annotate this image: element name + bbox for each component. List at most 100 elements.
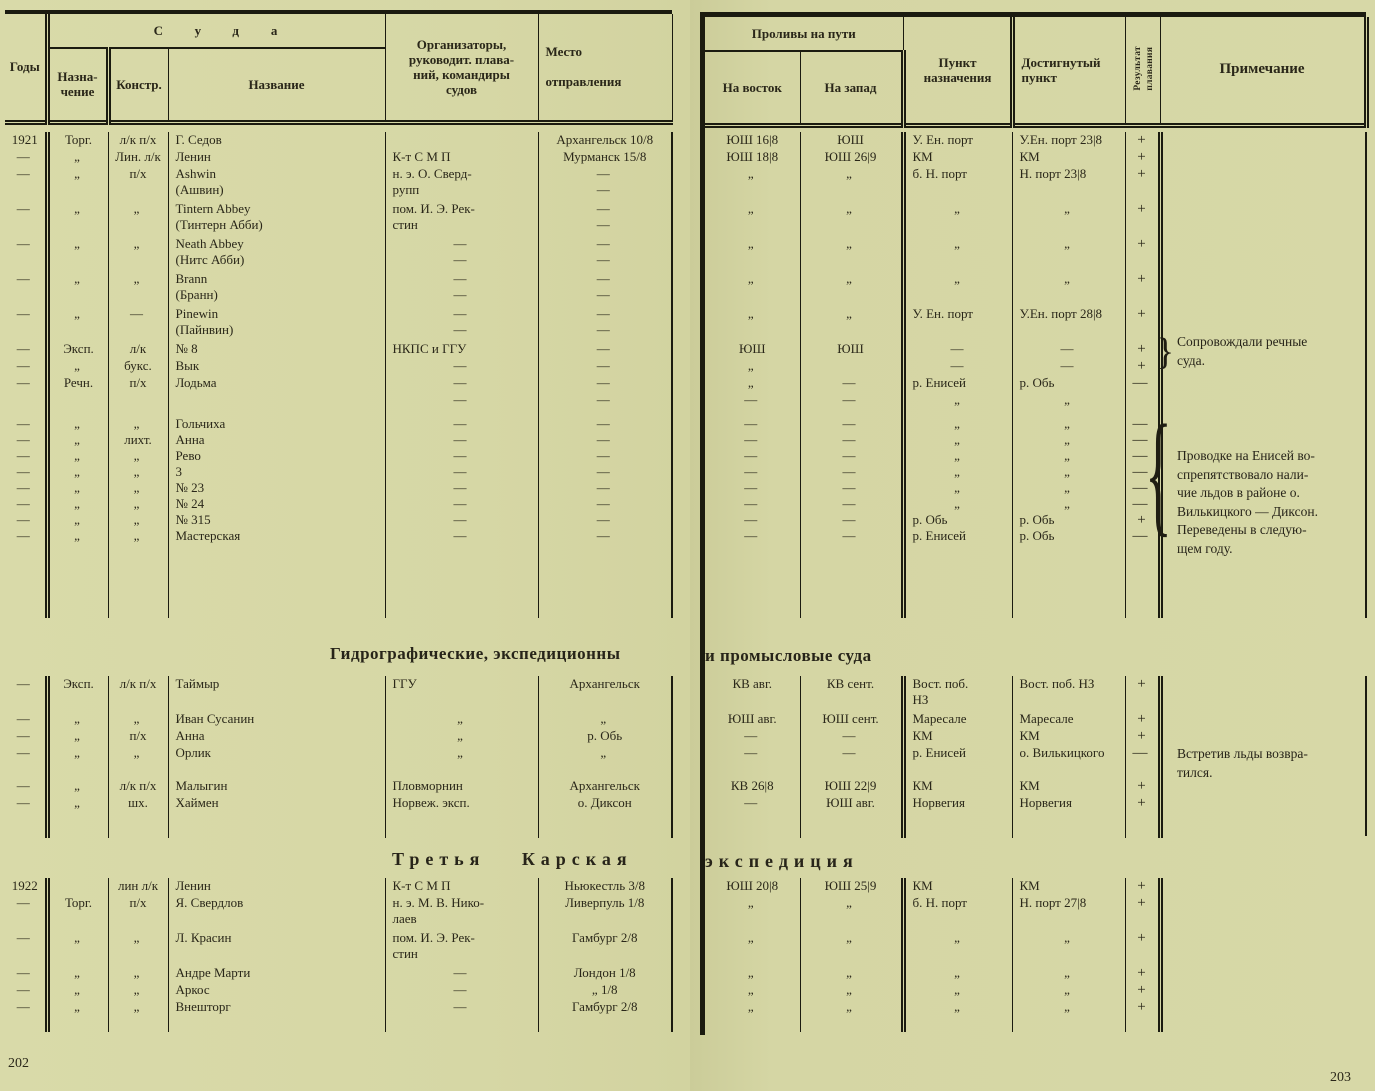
table-cell: „ bbox=[903, 999, 1013, 1016]
table-cell: „ bbox=[1012, 965, 1126, 982]
table-cell bbox=[108, 1016, 169, 1032]
table-cell: ЮШ 16|8 bbox=[705, 132, 801, 149]
table-cell: — bbox=[1012, 358, 1126, 375]
table-cell: ЮШ 25|9 bbox=[800, 878, 906, 895]
table-cell: Хаймен bbox=[168, 795, 386, 812]
table-cell: „ bbox=[903, 201, 1013, 236]
table-cell: „ bbox=[538, 711, 673, 728]
table-cell: КВ 26|8 bbox=[705, 778, 801, 795]
table-cell: — bbox=[5, 480, 50, 496]
table-cell: Архангельск bbox=[538, 778, 673, 795]
table-cell: — bbox=[705, 480, 801, 496]
table-cell: — bbox=[705, 728, 801, 745]
table-cell bbox=[47, 392, 109, 416]
table-cell: — bbox=[5, 930, 50, 965]
table-cell: Ashwin (Ашвин) bbox=[168, 166, 386, 201]
table-cell: „ bbox=[108, 930, 169, 965]
table-cell: „ bbox=[705, 895, 801, 930]
table-cell: — — bbox=[385, 306, 539, 341]
right-section3-table: ЮШ 20|8 ЮШ 25|9 КМ КМ + „ „ б. Н. порт Н. порт 2… bbox=[705, 878, 1163, 1032]
table-cell: „ bbox=[1012, 982, 1126, 999]
table-cell: — bbox=[385, 965, 539, 982]
table-cell: о. Вилькицкого bbox=[1012, 745, 1126, 762]
table-cell: 1921 bbox=[5, 132, 50, 149]
table-cell: Внешторг bbox=[168, 999, 386, 1016]
table-cell: Анна bbox=[168, 728, 386, 745]
table-cell: „ bbox=[1012, 930, 1126, 965]
table-cell: Я. Свердлов bbox=[168, 895, 386, 930]
left-section1-table: 1921 Торг. л/к п/х Г. Седов Архангельск 10/… bbox=[5, 132, 673, 618]
table-cell: — bbox=[1125, 745, 1163, 762]
table-cell: „ bbox=[800, 895, 906, 930]
table-cell: — bbox=[800, 448, 906, 464]
table-cell bbox=[385, 762, 539, 778]
table-cell: р. Енисей bbox=[903, 528, 1013, 548]
table-cell: — bbox=[538, 448, 673, 464]
col-header-konstr: Констр. bbox=[108, 48, 169, 122]
table-cell: Л. Красин bbox=[168, 930, 386, 965]
table-cell: Лондон 1/8 bbox=[538, 965, 673, 982]
table-cell: Г. Седов bbox=[168, 132, 386, 149]
table-cell: — bbox=[5, 745, 50, 762]
table-cell: У.Ен. порт 28|8 bbox=[1012, 306, 1126, 341]
table-cell: „ bbox=[1012, 392, 1126, 416]
vertical-label: Результат плавания bbox=[1132, 45, 1155, 91]
table-cell bbox=[800, 1016, 906, 1032]
table-cell: Таймыр bbox=[168, 676, 386, 711]
gutter-bar bbox=[700, 12, 705, 1035]
table-cell: Эксп. bbox=[47, 341, 109, 358]
note-ice-obstruction: Проводке на Енисей во-спрепятствовало на… bbox=[1177, 448, 1318, 556]
table-cell: — bbox=[538, 341, 673, 358]
table-cell: Норвегия bbox=[903, 795, 1013, 812]
table-cell: ЮШ 26|9 bbox=[800, 149, 906, 166]
table-cell: + bbox=[1125, 930, 1163, 965]
table-cell: — bbox=[5, 982, 50, 999]
table-cell bbox=[168, 392, 386, 416]
table-cell: — bbox=[538, 375, 673, 392]
table-cell: — bbox=[1125, 480, 1163, 496]
table-cell: У. Ен. порт bbox=[903, 306, 1013, 341]
table-cell: „ bbox=[800, 930, 906, 965]
left-header-table: Годы Суда Организаторы, руководит. плава-… bbox=[5, 14, 673, 125]
table-cell: „ bbox=[1012, 496, 1126, 512]
table-cell: — bbox=[705, 432, 801, 448]
table-cell: КВ авг. bbox=[705, 676, 801, 711]
table-cell: Торг. bbox=[47, 895, 109, 930]
table-cell: „ bbox=[108, 464, 169, 480]
table-cell: „ bbox=[47, 448, 109, 464]
table-cell: — bbox=[5, 496, 50, 512]
table-cell: „ bbox=[903, 965, 1013, 982]
table-cell: ЮШ авг. bbox=[705, 711, 801, 728]
table-cell: „ bbox=[705, 999, 801, 1016]
table-cell: — bbox=[5, 166, 50, 201]
table-cell: — bbox=[108, 306, 169, 341]
table-cell: Андре Марти bbox=[168, 965, 386, 982]
col-header-prolivy: Проливы на пути bbox=[705, 17, 904, 52]
table-cell: Мурманск 15/8 bbox=[538, 149, 673, 166]
table-cell: — bbox=[5, 201, 50, 236]
table-cell: Brann (Бранн) bbox=[168, 271, 386, 306]
table-cell: „ bbox=[47, 464, 109, 480]
table-cell: Н. порт 27|8 bbox=[1012, 895, 1126, 930]
table-cell: Ливерпуль 1/8 bbox=[538, 895, 673, 930]
table-cell: л/к bbox=[108, 341, 169, 358]
table-cell: „ bbox=[903, 416, 1013, 432]
table-cell bbox=[903, 1016, 1013, 1032]
table-cell: 1922 bbox=[5, 878, 50, 895]
table-cell: „ bbox=[1012, 432, 1126, 448]
table-cell: Малыгин bbox=[168, 778, 386, 795]
table-cell: — bbox=[705, 448, 801, 464]
table-cell: — bbox=[5, 358, 50, 375]
table-cell: „ bbox=[903, 930, 1013, 965]
note-met-ice-returned: Встретив льды возвра-тился. bbox=[1177, 746, 1308, 780]
table-cell: „ bbox=[800, 965, 906, 982]
table-cell: — bbox=[800, 480, 906, 496]
right-header-table: Проливы на пути Пункт назначения Достигну… bbox=[705, 17, 1369, 128]
table-cell: — bbox=[705, 528, 801, 548]
col-header-na-zapad: На запад bbox=[800, 51, 906, 125]
table-cell: — bbox=[1125, 416, 1163, 432]
table-cell: р. Обь bbox=[1012, 375, 1126, 392]
table-cell: Аркос bbox=[168, 982, 386, 999]
table-cell: — — bbox=[538, 166, 673, 201]
